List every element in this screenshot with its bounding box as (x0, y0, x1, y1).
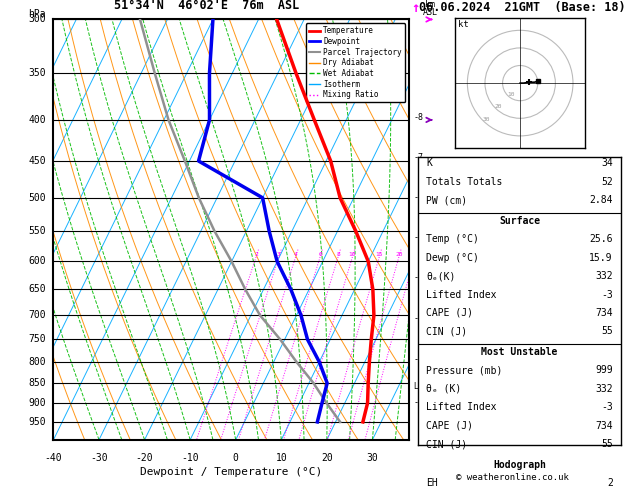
Text: 2: 2 (254, 252, 258, 257)
Text: K: K (426, 158, 432, 168)
Text: θₑ(K): θₑ(K) (426, 271, 456, 281)
Text: 500: 500 (28, 193, 46, 203)
Text: -1: -1 (413, 398, 423, 407)
Text: Most Unstable: Most Unstable (481, 347, 558, 357)
Text: -30: -30 (90, 453, 108, 463)
Text: © weatheronline.co.uk: © weatheronline.co.uk (456, 473, 569, 482)
Text: 600: 600 (28, 257, 46, 266)
Text: Pressure (mb): Pressure (mb) (426, 365, 503, 376)
Text: Temp (°C): Temp (°C) (426, 234, 479, 244)
Text: 55: 55 (601, 326, 613, 336)
Text: 4: 4 (294, 252, 298, 257)
Text: 52: 52 (601, 177, 613, 187)
Text: θₑ (K): θₑ (K) (426, 384, 462, 394)
Text: 10: 10 (508, 92, 515, 97)
Text: 55: 55 (601, 439, 613, 449)
Text: 332: 332 (595, 384, 613, 394)
Text: 734: 734 (595, 308, 613, 318)
Text: Totals Totals: Totals Totals (426, 177, 503, 187)
Text: 2.84: 2.84 (589, 195, 613, 205)
Text: 750: 750 (28, 334, 46, 345)
Text: 650: 650 (28, 284, 46, 295)
Text: EH: EH (426, 478, 438, 486)
Text: 8: 8 (337, 252, 340, 257)
Text: 700: 700 (28, 310, 46, 320)
Text: Surface: Surface (499, 216, 540, 226)
Text: Mixing Ratio (g/kg): Mixing Ratio (g/kg) (476, 186, 484, 274)
Text: 450: 450 (28, 156, 46, 166)
Text: 15: 15 (376, 252, 383, 257)
Text: 999: 999 (595, 365, 613, 376)
Legend: Temperature, Dewpoint, Parcel Trajectory, Dry Adiabat, Wet Adiabat, Isotherm, Mi: Temperature, Dewpoint, Parcel Trajectory… (306, 23, 405, 103)
Text: 15.9: 15.9 (589, 253, 613, 262)
Text: 950: 950 (28, 417, 46, 427)
Text: Hodograph: Hodograph (493, 460, 546, 470)
Text: 400: 400 (28, 115, 46, 125)
Text: -4: -4 (413, 274, 423, 282)
Text: LCL: LCL (413, 382, 427, 391)
Text: 332: 332 (595, 271, 613, 281)
Text: 350: 350 (28, 68, 46, 78)
Text: 734: 734 (595, 421, 613, 431)
Text: 550: 550 (28, 226, 46, 236)
Text: CAPE (J): CAPE (J) (426, 421, 474, 431)
Text: 25.6: 25.6 (589, 234, 613, 244)
Text: 900: 900 (28, 398, 46, 408)
Text: -5: -5 (413, 233, 423, 242)
Text: km
ASL: km ASL (423, 0, 438, 17)
Text: -20: -20 (136, 453, 153, 463)
Text: -6: -6 (413, 192, 423, 202)
Text: -10: -10 (181, 453, 199, 463)
Text: 30: 30 (482, 117, 489, 122)
Text: CIN (J): CIN (J) (426, 439, 467, 449)
Text: 2: 2 (607, 478, 613, 486)
Text: -40: -40 (45, 453, 62, 463)
Text: 300: 300 (28, 15, 46, 24)
Text: 10: 10 (348, 252, 356, 257)
Text: Lifted Index: Lifted Index (426, 290, 497, 299)
Text: 800: 800 (28, 357, 46, 367)
Text: PW (cm): PW (cm) (426, 195, 467, 205)
Text: 850: 850 (28, 378, 46, 388)
Text: -7: -7 (413, 153, 423, 162)
Text: 10: 10 (276, 453, 287, 463)
Text: -2: -2 (413, 355, 423, 364)
Text: -3: -3 (601, 290, 613, 299)
Text: ↑: ↑ (411, 0, 420, 15)
Text: 0: 0 (233, 453, 238, 463)
Text: kt: kt (458, 20, 469, 29)
Text: hPa: hPa (28, 9, 46, 19)
Text: Lifted Index: Lifted Index (426, 402, 497, 412)
Text: CIN (J): CIN (J) (426, 326, 467, 336)
Text: 51°34'N  46°02'E  76m  ASL: 51°34'N 46°02'E 76m ASL (114, 0, 299, 12)
Text: 20: 20 (321, 453, 333, 463)
Text: 20: 20 (395, 252, 403, 257)
Text: -3: -3 (413, 314, 423, 323)
Text: -8: -8 (413, 113, 423, 122)
Text: Dewp (°C): Dewp (°C) (426, 253, 479, 262)
Text: CAPE (J): CAPE (J) (426, 308, 474, 318)
Text: 6: 6 (318, 252, 322, 257)
Text: -3: -3 (601, 402, 613, 412)
Text: Dewpoint / Temperature (°C): Dewpoint / Temperature (°C) (140, 467, 322, 477)
Text: 3: 3 (277, 252, 281, 257)
Text: 34: 34 (601, 158, 613, 168)
Text: 20: 20 (495, 104, 503, 109)
Text: 06.06.2024  21GMT  (Base: 18): 06.06.2024 21GMT (Base: 18) (419, 0, 625, 14)
Text: 30: 30 (367, 453, 378, 463)
